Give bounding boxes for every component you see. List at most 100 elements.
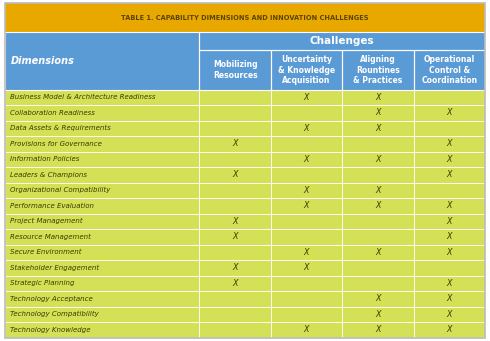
Bar — [5, 198, 199, 213]
Text: X: X — [447, 248, 452, 257]
Bar — [414, 307, 485, 322]
Bar — [271, 213, 342, 229]
Bar — [199, 229, 271, 244]
Text: X: X — [304, 202, 309, 210]
Text: Project Management: Project Management — [10, 218, 82, 224]
Text: X: X — [375, 310, 381, 319]
Bar — [342, 307, 414, 322]
Bar — [414, 213, 485, 229]
Bar — [199, 183, 271, 198]
Bar — [271, 90, 342, 105]
Bar — [271, 167, 342, 183]
Bar — [199, 229, 271, 244]
Bar — [5, 244, 199, 260]
Bar — [5, 152, 199, 167]
Bar — [414, 183, 485, 198]
Bar — [342, 307, 414, 322]
Bar — [5, 105, 199, 121]
Bar — [271, 260, 342, 276]
Text: X: X — [447, 202, 452, 210]
Bar — [414, 260, 485, 276]
Bar — [5, 322, 199, 338]
Bar — [5, 229, 199, 244]
Bar — [414, 167, 485, 183]
Text: X: X — [375, 294, 381, 303]
Bar — [271, 105, 342, 121]
Text: TABLE 1. CAPABILITY DIMENSIONS AND INNOVATION CHALLENGES: TABLE 1. CAPABILITY DIMENSIONS AND INNOV… — [121, 15, 369, 20]
Bar — [342, 198, 414, 213]
Bar — [414, 213, 485, 229]
Text: Uncertainty
& Knowledge
Acquisition: Uncertainty & Knowledge Acquisition — [278, 55, 335, 85]
Bar — [5, 167, 199, 183]
Bar — [342, 90, 414, 105]
Bar — [414, 183, 485, 198]
Text: X: X — [232, 170, 238, 179]
Bar — [414, 152, 485, 167]
Text: X: X — [304, 93, 309, 102]
Bar — [5, 260, 199, 276]
Bar — [271, 244, 342, 260]
Text: Business Model & Architecture Readiness: Business Model & Architecture Readiness — [10, 94, 155, 101]
Bar — [342, 229, 414, 244]
Bar — [342, 276, 414, 291]
Bar — [271, 152, 342, 167]
Bar — [342, 152, 414, 167]
Bar — [5, 291, 199, 307]
Text: X: X — [232, 232, 238, 241]
Bar — [342, 260, 414, 276]
Bar — [414, 136, 485, 152]
Bar — [199, 32, 485, 50]
Bar — [342, 136, 414, 152]
Text: X: X — [447, 108, 452, 117]
Text: Provisions for Governance: Provisions for Governance — [10, 141, 101, 147]
Bar — [342, 121, 414, 136]
Text: X: X — [447, 325, 452, 334]
Bar — [414, 276, 485, 291]
Text: Strategic Planning: Strategic Planning — [10, 280, 74, 286]
Bar — [414, 152, 485, 167]
Bar — [342, 291, 414, 307]
Bar — [271, 260, 342, 276]
Bar — [199, 183, 271, 198]
Bar — [342, 291, 414, 307]
Bar — [5, 213, 199, 229]
Bar — [271, 322, 342, 338]
Text: X: X — [447, 232, 452, 241]
Bar — [5, 136, 199, 152]
Bar — [271, 198, 342, 213]
Bar — [199, 50, 271, 90]
Bar — [414, 307, 485, 322]
Bar — [342, 322, 414, 338]
Text: Resource Management: Resource Management — [10, 234, 91, 240]
Text: Dimensions: Dimensions — [11, 56, 74, 66]
Bar — [342, 167, 414, 183]
Text: Mobilizing
Resources: Mobilizing Resources — [213, 60, 257, 80]
Bar — [199, 90, 271, 105]
Text: X: X — [304, 155, 309, 164]
Text: Leaders & Champions: Leaders & Champions — [10, 172, 87, 178]
Bar — [414, 276, 485, 291]
Text: X: X — [447, 217, 452, 226]
Bar — [342, 198, 414, 213]
Bar — [199, 50, 271, 90]
Text: X: X — [447, 155, 452, 164]
Bar — [414, 198, 485, 213]
Text: X: X — [447, 310, 452, 319]
Bar — [199, 198, 271, 213]
Text: X: X — [447, 139, 452, 148]
Bar — [199, 260, 271, 276]
Bar — [5, 291, 199, 307]
Text: X: X — [447, 294, 452, 303]
Bar — [271, 307, 342, 322]
Bar — [342, 105, 414, 121]
Text: Organizational Compatibility: Organizational Compatibility — [10, 187, 110, 193]
Bar — [342, 90, 414, 105]
Bar — [199, 291, 271, 307]
Bar — [414, 244, 485, 260]
Bar — [5, 90, 199, 105]
Bar — [271, 276, 342, 291]
Bar — [5, 276, 199, 291]
Bar — [199, 152, 271, 167]
Bar — [414, 260, 485, 276]
Bar — [342, 229, 414, 244]
